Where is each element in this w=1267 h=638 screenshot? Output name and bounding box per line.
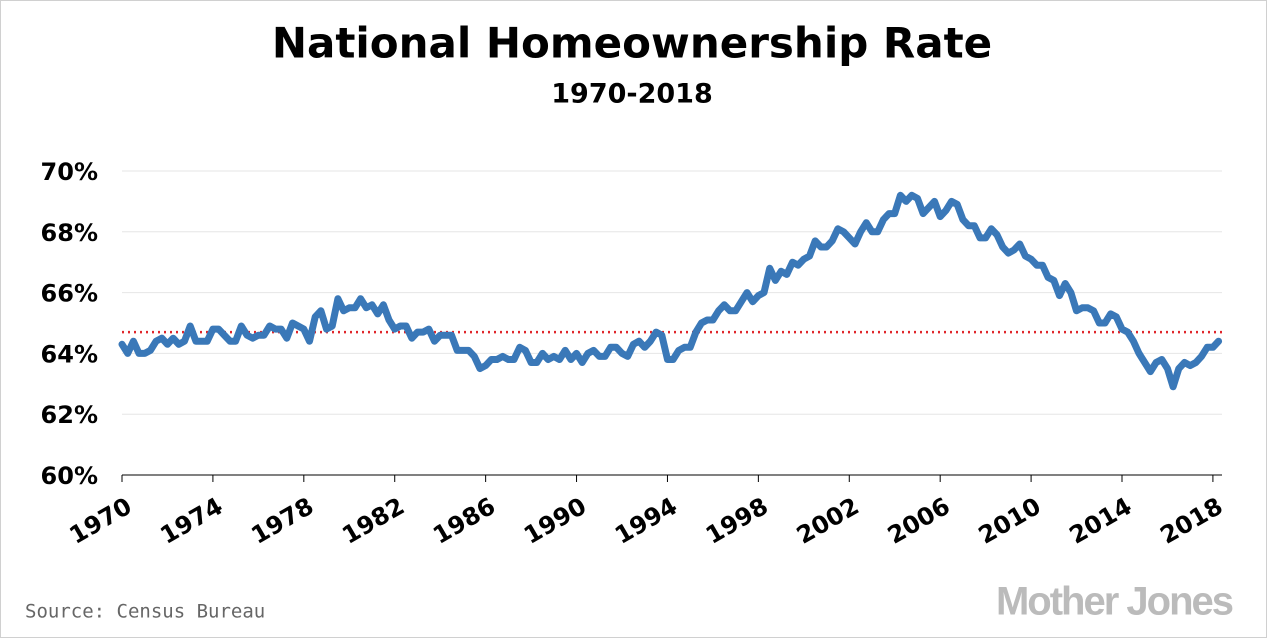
chart-subtitle: 1970-2018	[551, 79, 713, 110]
source: Source: Census Bureau	[25, 601, 265, 623]
y-tick-label: 70%	[41, 158, 98, 186]
chart-title: National Homeownership Rate	[272, 19, 992, 68]
y-tick-label: 62%	[41, 401, 98, 429]
series-line	[118, 191, 1223, 391]
y-tick-label: 68%	[41, 219, 98, 247]
y-tick-label: 66%	[41, 280, 98, 308]
y-tick-label: 64%	[41, 340, 98, 368]
logo: Mother Jones	[996, 580, 1233, 624]
y-tick-label: 60%	[41, 462, 98, 490]
